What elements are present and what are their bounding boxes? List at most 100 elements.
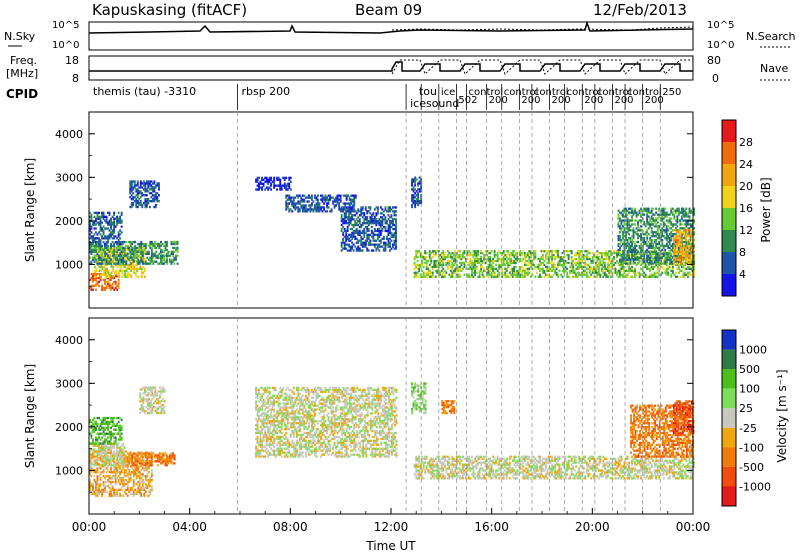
heatmap-cell (308, 200, 310, 203)
heatmap-cell (390, 225, 393, 229)
heatmap-cell (674, 244, 677, 248)
heatmap-cell (110, 225, 112, 228)
freq-tick-bottom: 8 (72, 72, 79, 85)
heatmap-cell (625, 242, 627, 246)
heatmap-cell (110, 274, 112, 278)
heatmap-cell (342, 239, 345, 242)
heatmap-cell (670, 207, 673, 210)
nsky-rtick-bottom: 10^0 (707, 40, 734, 51)
heatmap-cell (141, 465, 144, 468)
heatmap-cell (415, 201, 418, 205)
heatmap-cell (625, 262, 627, 265)
heatmap-cell (375, 220, 378, 223)
heatmap-cell (511, 261, 514, 265)
heatmap-cell (680, 269, 683, 272)
heatmap-cell (480, 267, 482, 270)
heatmap-cell (172, 240, 174, 244)
heatmap-cell (323, 202, 325, 205)
heatmap-cell (659, 217, 662, 220)
heatmap-cell (352, 218, 355, 221)
heatmap-cell (680, 248, 683, 252)
heatmap-cell (487, 257, 490, 261)
heatmap-cell (139, 267, 142, 270)
heatmap-cell (572, 263, 575, 267)
heatmap-cell (682, 244, 685, 248)
heatmap-cell (566, 254, 569, 257)
heatmap-cell (573, 269, 576, 272)
heatmap-cell (605, 252, 608, 255)
heatmap-cell (156, 200, 159, 203)
heatmap-cell (684, 258, 687, 261)
heatmap-cell (89, 463, 91, 466)
heatmap-cell (375, 214, 378, 217)
heatmap-cell (126, 254, 129, 257)
heatmap-cell (628, 246, 630, 250)
heatmap-cell (687, 215, 689, 218)
heatmap-cell (673, 233, 676, 236)
heatmap-cell (628, 271, 630, 274)
heatmap-cell (119, 262, 122, 265)
heatmap-cell (390, 239, 393, 242)
heatmap-cell (343, 235, 346, 238)
heatmap-cell (339, 196, 342, 199)
heatmap-cell (440, 256, 443, 259)
heatmap-cell (288, 186, 291, 189)
heatmap-cell (298, 210, 301, 213)
heatmap-cell (671, 256, 674, 259)
heatmap-cell (682, 273, 685, 276)
heatmap-cell (95, 246, 97, 250)
heatmap-cell (653, 219, 656, 222)
heatmap-cell (693, 254, 695, 257)
cpid-crowded-label: 200 (645, 95, 664, 106)
heatmap-cell (424, 257, 427, 261)
heatmap-cell (131, 267, 134, 270)
heatmap-cell (683, 257, 686, 261)
heatmap-cell (102, 211, 105, 214)
heatmap-cell (608, 265, 611, 269)
heatmap-cell (110, 271, 113, 274)
heatmap-cell (105, 235, 108, 238)
heatmap-cell (89, 486, 91, 490)
heatmap-cell (125, 257, 128, 261)
heatmap-cell (90, 272, 93, 276)
heatmap-cell (99, 239, 102, 242)
heatmap-cell (617, 217, 620, 220)
heatmap-cell (286, 184, 289, 187)
heatmap-cell (110, 252, 113, 255)
heatmap-cell (265, 180, 268, 183)
heatmap-cell (644, 265, 647, 269)
heatmap-cell (414, 200, 417, 203)
heatmap-cell (141, 242, 144, 246)
heatmap-cell (628, 207, 630, 210)
heatmap-cell (454, 254, 457, 257)
heatmap-cell (531, 263, 534, 267)
heatmap-cell (131, 240, 134, 244)
heatmap-cell (392, 206, 394, 209)
heatmap-cell (119, 465, 122, 468)
heatmap-cell (628, 221, 630, 224)
heatmap-cell (455, 265, 458, 269)
heatmap-cell (632, 211, 635, 214)
heatmap-cell (92, 256, 94, 259)
heatmap-cell (689, 260, 692, 263)
heatmap-cell (99, 256, 102, 259)
heatmap-cell (675, 237, 678, 240)
heatmap-cell (389, 241, 391, 244)
heatmap-cell (123, 254, 126, 257)
heatmap-cell (104, 215, 106, 218)
heatmap-cell (147, 252, 150, 255)
heatmap-cell (173, 256, 176, 259)
heatmap-cell (420, 178, 423, 181)
heatmap-cell (112, 257, 115, 261)
heatmap-cell (650, 221, 653, 224)
heatmap-cell (366, 227, 369, 231)
heatmap-cell (395, 245, 397, 248)
heatmap-cell (662, 221, 665, 224)
heatmap-cell (138, 488, 141, 491)
heatmap-cell (635, 215, 638, 218)
heatmap-cell (655, 275, 658, 278)
heatmap-cell (363, 231, 366, 235)
heatmap-cell (309, 208, 312, 211)
heatmap-cell (96, 467, 99, 470)
heatmap-cell (104, 252, 106, 255)
